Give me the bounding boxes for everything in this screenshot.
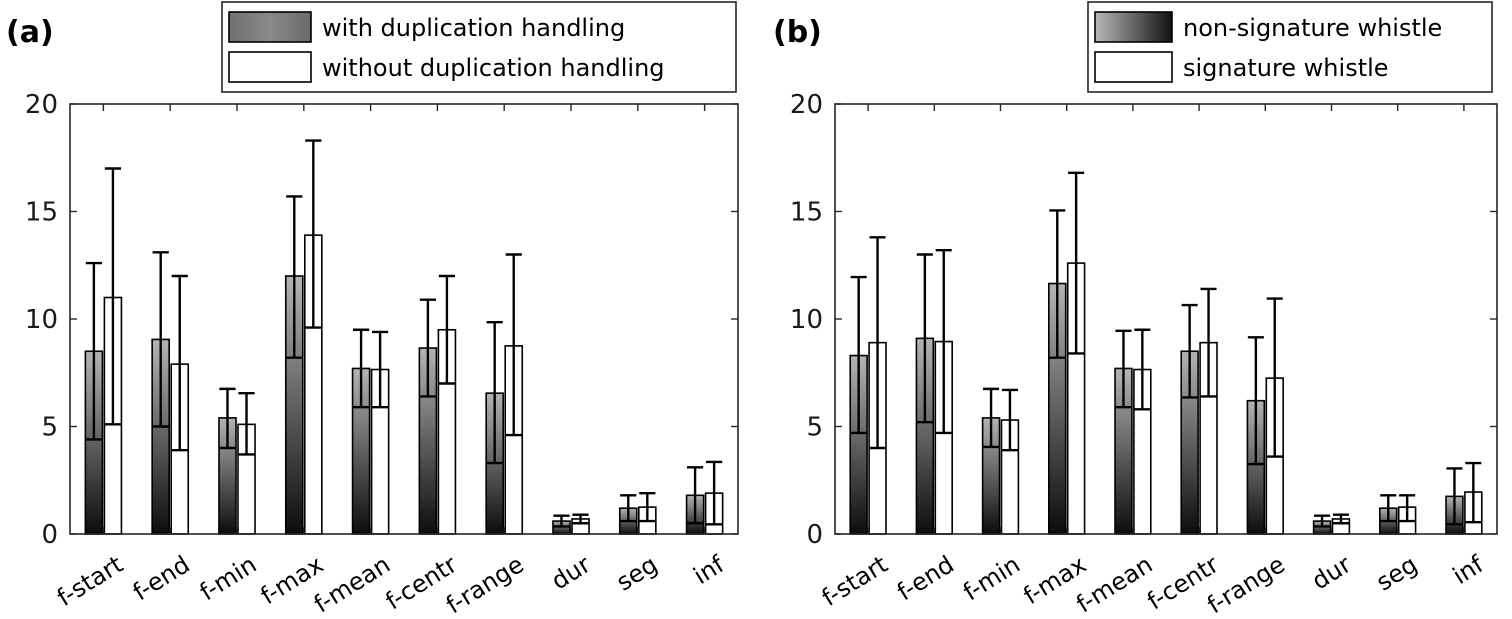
x-tick-label: f-end xyxy=(892,550,959,606)
panel-label: (a) xyxy=(6,15,54,50)
legend-label-series-1: with duplication handling xyxy=(322,14,625,42)
x-tick-label: f-start xyxy=(817,550,893,612)
x-tick-label: f-min xyxy=(958,550,1025,606)
y-tick-label: 15 xyxy=(25,198,58,228)
y-tick-label: 15 xyxy=(790,198,823,228)
x-tick-label: f-mean xyxy=(309,550,395,618)
legend-swatch-series-2 xyxy=(228,51,312,83)
legend-label-series-2: signature whistle xyxy=(1183,54,1389,82)
x-tick-label: dur xyxy=(546,550,595,595)
x-tick-label: f-range xyxy=(1202,550,1289,619)
y-tick-label: 0 xyxy=(806,520,823,550)
y-tick-label: 20 xyxy=(25,90,58,120)
x-tick-label: seg xyxy=(1371,550,1422,596)
x-tick-label: seg xyxy=(611,550,662,596)
axes-box xyxy=(69,103,739,535)
legend-swatch-series-1 xyxy=(228,11,312,43)
y-tick-label: 10 xyxy=(25,305,58,335)
legend-label-series-2: without duplication handling xyxy=(322,54,665,82)
x-tick-label: f-start xyxy=(52,550,128,612)
legend-swatch-series-1 xyxy=(1094,11,1173,43)
x-tick-label: f-min xyxy=(195,550,262,606)
axes-box xyxy=(834,103,1498,535)
y-tick-label: 5 xyxy=(806,413,823,443)
chart-panel-b: (b)f-start f-end f-minf-maxf-meanf-centrf-… xyxy=(773,1,1498,619)
y-tick-label: 20 xyxy=(790,90,823,120)
y-tick-label: 0 xyxy=(41,520,58,550)
x-tick-label: f-range xyxy=(441,550,528,619)
legend-label-series-1: non-signature whistle xyxy=(1183,14,1442,42)
x-tick-label: dur xyxy=(1307,550,1356,595)
x-tick-label: inf xyxy=(689,550,730,590)
legend-swatch-series-2 xyxy=(1094,51,1173,83)
chart-panel-a: (a)f-start f-end f-minf-maxf-meanf-centrf-… xyxy=(6,1,739,619)
x-tick-label: inf xyxy=(1448,550,1489,590)
y-tick-label: 10 xyxy=(790,305,823,335)
x-tick-label: f-end xyxy=(128,550,195,606)
y-tick-label: 5 xyxy=(41,413,58,443)
panel-label: (b) xyxy=(773,15,822,50)
x-tick-label: f-mean xyxy=(1071,550,1157,618)
